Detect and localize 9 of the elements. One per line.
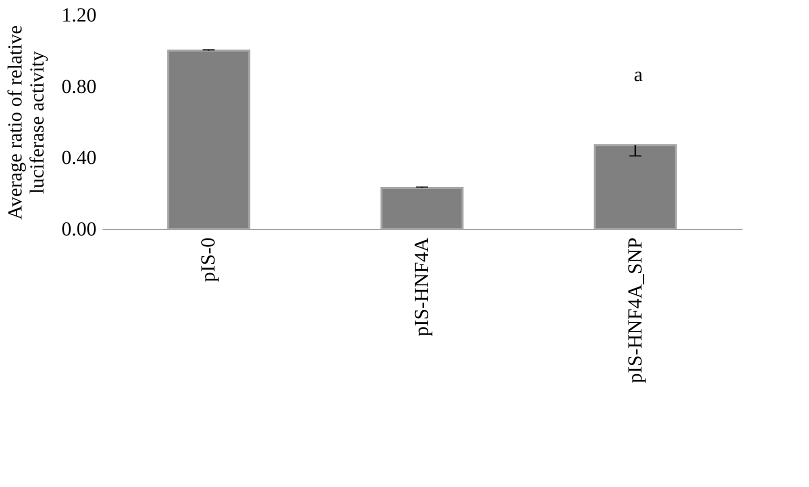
x-tick-label: pIS-0 <box>198 238 220 282</box>
y-tick-label: 0.80 <box>62 76 96 98</box>
x-tick-label: pIS-HNF4A_SNP <box>624 238 646 384</box>
y-tick-label: 0.40 <box>62 147 96 170</box>
y-axis-title: Average ratio of relative luciferase activity <box>4 25 48 220</box>
annotation: a <box>634 64 643 86</box>
x-tick-label: pIS-HNF4A <box>411 236 433 336</box>
y-tick-label: 1.20 <box>62 4 96 26</box>
y-tick-label: 0.00 <box>62 218 96 240</box>
